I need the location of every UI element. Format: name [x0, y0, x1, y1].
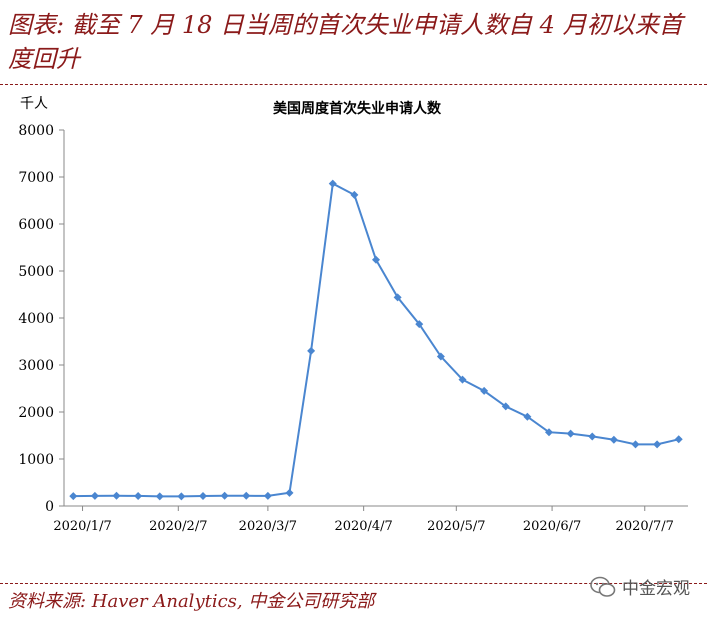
x-tick-label: 2020/3/7	[239, 519, 297, 534]
series-line	[73, 182, 679, 498]
y-axis-unit: 千人	[20, 96, 48, 112]
headline-divider	[0, 84, 707, 85]
x-tick-label: 2020/2/7	[149, 519, 207, 534]
data-point	[501, 402, 510, 411]
data-point	[242, 491, 251, 500]
data-point	[263, 491, 272, 500]
data-point	[307, 346, 316, 355]
data-point	[350, 190, 359, 199]
data-point	[458, 375, 467, 384]
data-point	[393, 293, 402, 302]
brand-name: 中金宏观	[622, 579, 690, 599]
x-tick-label: 2020/1/7	[53, 519, 111, 534]
x-tick-label: 2020/7/7	[616, 519, 674, 534]
data-point	[588, 432, 597, 441]
data-point	[372, 255, 380, 264]
data-point	[177, 492, 186, 501]
source-note: 资料来源: Haver Analytics, 中金公司研究部	[8, 591, 375, 612]
data-point	[134, 491, 143, 500]
series-markers	[69, 179, 683, 501]
data-point	[523, 412, 532, 421]
data-point	[112, 491, 121, 500]
footer-divider	[0, 583, 707, 584]
y-tick-label: 5000	[18, 264, 54, 280]
y-tick-label: 8000	[18, 123, 54, 139]
data-point	[544, 428, 553, 437]
data-point	[285, 488, 294, 497]
y-tick-label: 1000	[18, 452, 54, 468]
y-tick-label: 6000	[18, 217, 54, 233]
data-point	[415, 320, 424, 329]
y-tick-label: 3000	[18, 358, 54, 374]
data-point	[69, 492, 78, 501]
brand: 中金宏观	[590, 574, 690, 599]
chart-title: 美国周度首次失业申请人数	[273, 100, 442, 117]
y-tick-label: 4000	[18, 311, 54, 327]
data-point	[220, 491, 229, 500]
data-point	[480, 386, 489, 395]
headline: 图表: 截至 7 月 18 日当周的首次失业申请人数自 4 月初以来首度回升	[8, 11, 683, 73]
data-point	[436, 352, 445, 361]
y-tick-label: 7000	[18, 170, 54, 186]
line-chart: 千人 美国周度首次失业申请人数 0 1000 2000 3000 4000 5000 600…	[18, 96, 688, 534]
data-point	[653, 440, 662, 449]
data-point	[199, 492, 208, 501]
data-point	[90, 491, 99, 500]
x-tick-label: 2020/6/7	[523, 519, 581, 534]
data-point	[674, 435, 683, 444]
y-tick-label: 0	[45, 499, 54, 515]
data-point	[328, 179, 337, 188]
y-tick-label: 2000	[18, 405, 54, 421]
x-tick-label: 2020/4/7	[334, 519, 392, 534]
wechat-icon	[590, 576, 616, 597]
data-point	[609, 435, 618, 444]
axes	[59, 129, 688, 511]
tick-labels: 0 1000 2000 3000 4000 5000 6000 7000 8000 2020/1/…	[18, 123, 674, 534]
x-tick-label: 2020/5/7	[427, 519, 485, 534]
data-point	[566, 429, 575, 438]
data-point	[155, 492, 164, 501]
data-point	[631, 440, 640, 449]
